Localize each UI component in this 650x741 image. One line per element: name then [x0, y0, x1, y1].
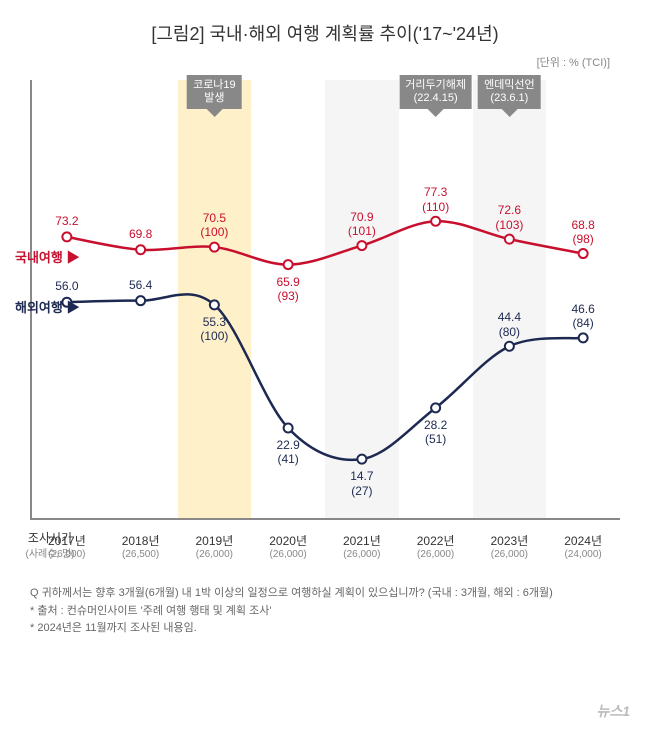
- chart-container: [그림2] 국내·해외 여행 계획률 추이('17~'24년) [단위 : % …: [0, 0, 650, 741]
- data-label: 56.4: [129, 278, 152, 292]
- data-point: [357, 455, 366, 464]
- chart-title: [그림2] 국내·해외 여행 계획률 추이('17~'24년): [30, 20, 620, 46]
- data-label: 44.4(80): [498, 310, 521, 339]
- data-point: [136, 245, 145, 254]
- data-point: [357, 241, 366, 250]
- x-label: 2023년(26,000): [473, 532, 547, 560]
- data-label: 70.5(100): [200, 211, 228, 240]
- data-point: [210, 300, 219, 309]
- x-subheader: (사례수, 명): [20, 545, 80, 560]
- footnotes: Q 귀하께서는 향후 3개월(6개월) 내 1박 이상의 일정으로 여행하실 계…: [30, 585, 620, 638]
- data-label: 65.9(93): [276, 275, 299, 304]
- data-label: 77.3(110): [422, 185, 449, 214]
- data-label: 72.6(103): [495, 203, 523, 232]
- x-header: 조사시기: [20, 529, 80, 546]
- chart-area: 코로나19발생거리두기해제(22.4.15)엔데믹선언(23.6.1) 국내여행…: [30, 80, 620, 560]
- x-label: 2022년(26,000): [399, 532, 473, 560]
- data-point: [431, 217, 440, 226]
- data-label: 68.8(98): [571, 218, 594, 247]
- data-point: [579, 333, 588, 342]
- data-label: 22.9(41): [276, 438, 299, 467]
- x-label: 2019년(26,000): [178, 532, 252, 560]
- data-point: [505, 342, 514, 351]
- watermark: 뉴스1: [596, 701, 630, 721]
- callout: 거리두기해제(22.4.15): [399, 75, 472, 109]
- callout: 코로나19발생: [187, 75, 242, 109]
- data-point: [62, 232, 71, 241]
- plot-svg: [30, 80, 620, 520]
- footnote-source: * 출처 : 컨슈머인사이트 '주례 여행 행태 및 계획 조사': [30, 603, 620, 621]
- data-label: 56.0: [55, 279, 78, 293]
- footnote-question: Q 귀하께서는 향후 3개월(6개월) 내 1박 이상의 일정으로 여행하실 계…: [30, 585, 620, 603]
- data-point: [136, 296, 145, 305]
- data-label: 70.9(101): [348, 210, 376, 239]
- unit-label: [단위 : % (TCI)]: [30, 54, 610, 70]
- data-point: [284, 423, 293, 432]
- data-point: [505, 235, 514, 244]
- data-point: [579, 249, 588, 258]
- x-label: 2020년(26,000): [251, 532, 325, 560]
- data-label: 73.2: [55, 214, 78, 228]
- data-label: 46.6(84): [571, 302, 594, 331]
- data-label: 28.2(51): [424, 418, 447, 447]
- data-point: [210, 243, 219, 252]
- x-label: 2024년(24,000): [546, 532, 620, 560]
- x-label: 2021년(26,000): [325, 532, 399, 560]
- callout: 엔데믹선언(23.6.1): [478, 75, 541, 109]
- x-axis-labels: 2017년(26,000)2018년(26,500)2019년(26,000)2…: [30, 532, 620, 560]
- series-label: 국내여행 ▶: [15, 247, 79, 266]
- series-label: 해외여행 ▶: [15, 297, 79, 316]
- x-label: 2018년(26,500): [104, 532, 178, 560]
- data-label: 69.8: [129, 227, 152, 241]
- data-label: 14.7(27): [350, 469, 373, 498]
- data-point: [431, 403, 440, 412]
- data-point: [284, 260, 293, 269]
- data-label: 55.3(100): [200, 315, 228, 344]
- footnote-note: * 2024년은 11월까지 조사된 내용임.: [30, 620, 620, 638]
